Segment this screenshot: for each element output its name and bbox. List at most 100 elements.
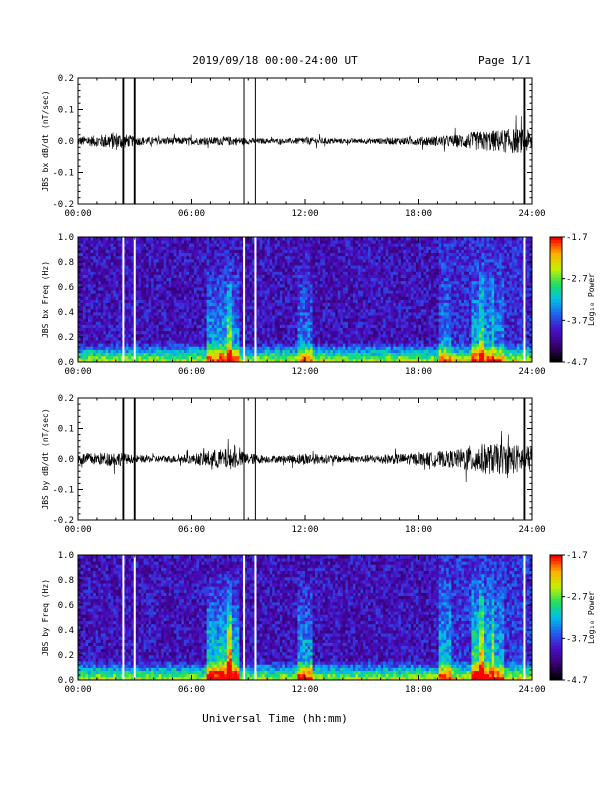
spectrogram-cell: [118, 312, 122, 316]
spectrogram-cell: [188, 274, 192, 279]
spectrogram-cell: [88, 283, 92, 288]
spectrogram-cell: [363, 290, 366, 294]
spectrogram-cell: [138, 352, 142, 357]
spectrogram-cell: [85, 333, 89, 338]
spectrogram-cell: [279, 268, 283, 272]
spectrogram-cell: [110, 258, 114, 263]
spectrogram-cell: [78, 280, 81, 285]
spectrogram-cell: [168, 268, 172, 272]
spectrogram-cell: [178, 243, 182, 247]
spectrogram-cell: [287, 246, 291, 250]
spectrogram-cell: [143, 330, 147, 335]
spectrogram-cell: [292, 268, 296, 272]
spectrogram-cell: [151, 249, 155, 254]
spectrogram-cell: [188, 358, 192, 363]
spectrogram-cell: [269, 318, 273, 322]
spectrogram-cell: [347, 274, 351, 279]
spectrogram-cell: [335, 240, 339, 244]
spectrogram-cell: [158, 237, 162, 241]
spectrogram-cell: [128, 337, 132, 341]
spectrogram-cell: [229, 293, 233, 297]
spectrogram-cell: [194, 240, 197, 244]
spectrogram-cell: [166, 340, 170, 344]
spectrogram-cell: [234, 308, 238, 313]
spectrogram-cell: [360, 340, 364, 344]
spectrogram-cell: [224, 327, 228, 332]
spectrogram-cell: [373, 358, 377, 363]
spectrogram-cell: [148, 252, 152, 257]
spectrogram-cell: [105, 355, 109, 360]
spectrogram-cell: [320, 349, 324, 354]
spectrogram-cell: [282, 340, 286, 344]
spectrogram-cell: [357, 296, 361, 300]
spectrogram-cell: [277, 302, 281, 307]
spectrogram-cell: [269, 324, 273, 329]
spectrogram-cell: [345, 340, 349, 344]
spectrogram-cell: [100, 352, 104, 357]
spectrogram-cell: [380, 287, 384, 291]
spectrogram-cell: [231, 302, 235, 307]
spectrogram-cell: [173, 312, 177, 316]
spectrogram-cell: [110, 252, 114, 257]
spectrogram-cell: [125, 340, 129, 344]
spectrogram-cell: [244, 352, 248, 357]
spectrogram-cell: [93, 315, 97, 319]
spectrogram-cell: [272, 243, 276, 247]
spectrogram-cell: [148, 268, 152, 272]
spectrogram-cell: [161, 265, 165, 269]
spectrogram-cell: [373, 340, 377, 344]
spectrogram-cell: [236, 274, 240, 279]
spectrogram-cell: [136, 274, 139, 279]
spectrogram-cell: [239, 296, 243, 300]
spectrogram-cell: [194, 290, 197, 294]
spectrogram-cell: [307, 274, 311, 279]
spectrogram-cell: [224, 346, 228, 350]
spectrogram-cell: [153, 340, 157, 344]
spectrogram-cell: [138, 340, 142, 344]
spectrogram-cell: [188, 340, 192, 344]
spectrogram-cell: [244, 358, 248, 363]
spectrogram-cell: [340, 346, 344, 350]
spectrogram-cell: [375, 246, 379, 250]
spectrogram-cell: [332, 277, 336, 282]
spectrogram-cell: [176, 293, 180, 297]
spectrogram-cell: [239, 293, 243, 297]
spectrogram-cell: [249, 293, 253, 297]
spectrogram-cell: [143, 271, 147, 275]
spectrogram-cell: [166, 321, 170, 325]
spectrogram-cell: [221, 352, 225, 357]
spectrogram-cell: [156, 349, 160, 354]
spectrogram-cell: [196, 262, 200, 266]
spectrogram-cell: [176, 327, 180, 332]
spectrogram-cell: [156, 352, 160, 357]
spectrogram-cell: [305, 265, 308, 269]
spectrogram-cell: [211, 237, 215, 241]
spectrogram-cell: [214, 299, 218, 304]
spectrogram-cell: [199, 337, 202, 341]
spectrogram-cell: [315, 315, 319, 319]
spectrogram-cell: [176, 258, 180, 263]
spectrogram-cell: [161, 290, 165, 294]
spectrogram-cell: [146, 299, 150, 304]
spectrogram-cell: [214, 237, 218, 241]
spectrogram-cell: [257, 243, 260, 247]
spectrogram-cell: [262, 283, 266, 288]
spectrogram-cell: [151, 296, 155, 300]
spectrogram-cell: [360, 324, 364, 329]
spectrogram-cell: [383, 340, 387, 344]
spectrogram-cell: [370, 262, 374, 266]
spectrogram-cell: [183, 262, 187, 266]
spectrogram-cell: [244, 327, 248, 332]
spectrogram-cell: [163, 315, 167, 319]
spectrogram-cell: [98, 293, 102, 297]
spectrogram-cell: [299, 283, 303, 288]
spectrogram-cell: [246, 352, 250, 357]
spectrogram-cell: [360, 352, 364, 357]
spectrogram-cell: [330, 277, 334, 282]
spectrogram-cell: [88, 290, 92, 294]
spectrogram-cell: [201, 280, 205, 285]
spectrogram-cell: [88, 249, 92, 254]
spectrogram-cell: [355, 312, 359, 316]
spectrogram-cell: [143, 312, 147, 316]
spectrogram-cell: [93, 318, 97, 322]
